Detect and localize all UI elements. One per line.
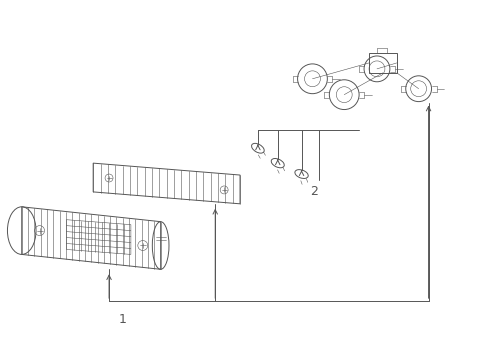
Text: 2: 2 — [310, 185, 318, 198]
Text: 1: 1 — [119, 313, 126, 326]
